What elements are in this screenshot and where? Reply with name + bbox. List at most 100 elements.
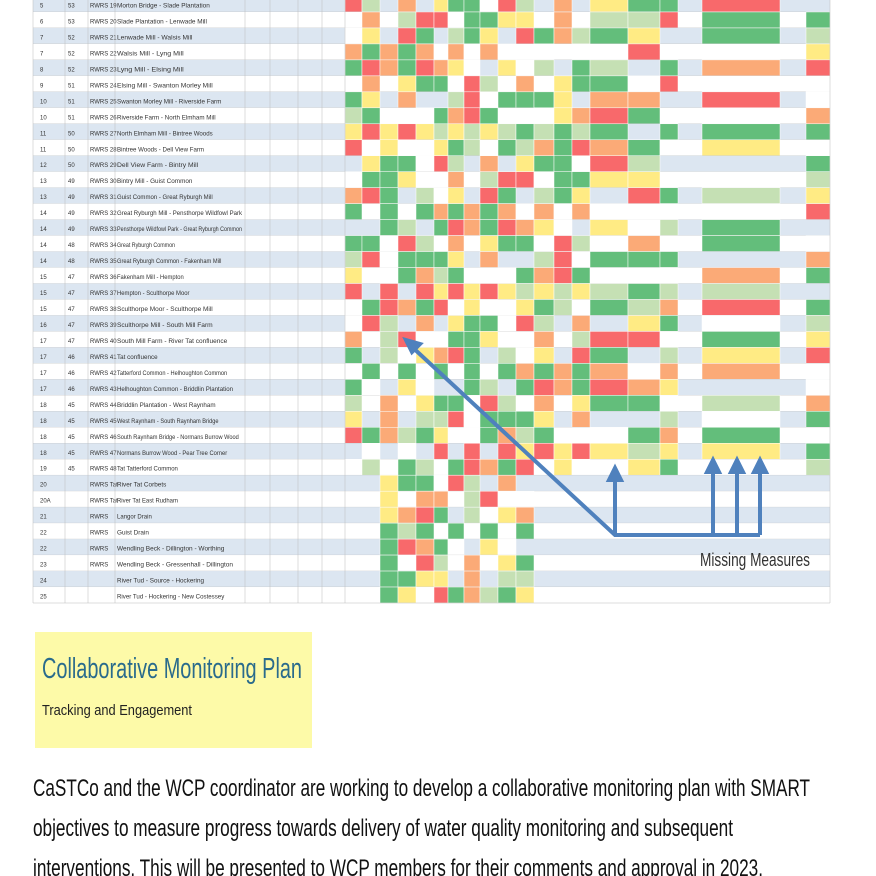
cell-color [463,107,481,125]
cell-color [533,203,555,220]
cell-color [497,554,517,572]
cell-color [433,139,449,156]
cell-color [553,283,573,300]
cell-color [659,363,679,380]
cell-color [571,43,591,61]
cell-text: RWRS 35 [90,259,117,265]
cell-color [415,267,435,284]
cell-text: 6 [40,19,44,25]
cell-color [447,458,465,476]
cell-color [344,27,363,45]
cell-color [463,283,481,300]
cell-text: 14 [40,227,47,233]
cell-color [497,283,517,300]
cell-color [805,235,831,252]
cell-text: 46 [68,355,75,361]
cell-color [397,538,417,556]
cell-color [415,235,435,252]
cell-text: Hempton - Sculthorpe Moor [117,291,190,297]
cell-text: RWRS 47 [90,451,117,457]
cell-color [397,267,417,284]
cell-color [571,347,591,364]
cell-text: RWRS 30 [90,179,117,185]
cell-color [589,219,629,236]
cell-text: RWRS 38 [90,307,117,313]
cell-color [379,474,399,492]
cell-color [415,107,435,125]
cell-color [344,347,363,364]
cell-text: West Raynham - South Raynham Bridge [117,419,219,425]
cell-color [701,59,781,77]
cell-color [447,219,465,236]
cell-text: Lyng Mill - Elsing Mill [117,67,184,73]
cell-color [463,474,481,492]
cell-color [361,187,381,204]
cell-text: 45 [68,467,75,473]
cell-color [497,411,517,428]
cell-color [344,0,363,13]
cell-color [571,379,591,396]
cell-color [497,395,517,412]
cell-color [433,267,449,284]
cell-color [497,43,517,61]
cell-text: RWRS 34 [90,243,117,249]
cell-color [571,203,591,220]
cell-text: Helhoughton Common - Briddlin Plantation [117,387,233,393]
cell-text: RWRS 37 [90,291,117,297]
cell-color [589,379,629,396]
cell-color [433,427,449,444]
cell-color [659,443,679,460]
cell-color [447,235,465,252]
cell-color [397,0,417,13]
cell-color [589,155,629,172]
cell-color [805,27,831,45]
cell-text: Guist Common - Great Ryburgh Mill [117,195,213,201]
cell-color [701,331,781,348]
cell-color [447,0,465,13]
cell-color [397,139,417,156]
cell-text: RWRS [90,515,108,521]
cell-color [627,187,661,204]
cell-text: 21 [40,515,47,521]
cell-color [479,315,499,332]
cell-color [463,363,481,380]
cell-color [659,395,679,412]
cell-color [497,91,517,109]
cell-color [589,443,629,460]
cell-color [805,107,831,125]
cell-text: Bintree Woods - Dell View Farm [117,147,204,153]
cell-color [701,187,781,204]
cell-color [533,107,555,125]
cell-text: Normans Burrow Wood - Pear Tree Corner [117,451,227,457]
cell-text: 15 [40,275,47,281]
cell-color [397,554,417,572]
cell-color [589,171,629,188]
cell-color [553,363,573,380]
cell-color [589,27,629,45]
cell-color [415,379,435,396]
cell-color [344,411,363,428]
cell-color [479,538,499,556]
cell-color [497,490,517,508]
cell-color [627,363,661,380]
cell-text: RWRS 42 [90,371,117,377]
cell-color [659,331,679,348]
cell-text: 14 [40,211,47,217]
cell-text: 22 [40,531,47,537]
cell-color [805,299,831,316]
cell-text: Swanton Morley Mill - Riverside Farm [117,99,221,105]
cell-color [433,11,449,29]
cell-color [397,75,417,93]
cell-color [415,11,435,29]
cell-color [463,43,481,61]
cell-color [701,235,781,252]
cell-color [659,379,679,396]
cell-color [433,219,449,236]
cell-color [463,315,481,332]
cell-color [361,458,381,476]
cell-color [379,59,399,77]
cell-color [361,75,381,93]
cell-color [379,235,399,252]
cell-color [627,283,661,300]
cell-color [479,506,499,524]
